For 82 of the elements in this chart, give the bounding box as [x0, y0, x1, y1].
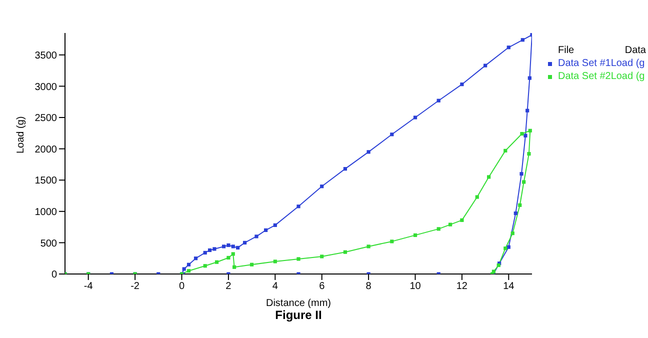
point: [528, 128, 532, 132]
point: [460, 82, 464, 86]
point: [504, 148, 508, 152]
y-tick-label: 1500: [34, 176, 58, 187]
point: [460, 218, 464, 222]
point: [366, 150, 370, 154]
point: [518, 203, 522, 207]
y-tick-label: 0: [51, 270, 58, 281]
text: File Data: [558, 45, 646, 56]
point: [520, 38, 524, 42]
y-tick-label: 3000: [34, 82, 58, 93]
point: [194, 256, 198, 260]
y-tick-label: 2000: [34, 144, 58, 156]
point: [212, 247, 216, 251]
x-axis-title: Distance (mm): [266, 298, 332, 309]
x-tick-label: 8: [366, 281, 372, 292]
point: [250, 262, 254, 266]
point: [222, 244, 226, 248]
point: [343, 250, 347, 254]
point: [522, 180, 526, 184]
point: [273, 223, 277, 227]
point: [436, 227, 440, 231]
legend-label: Data Set #1Load (g: [558, 57, 645, 70]
point: [320, 254, 324, 258]
x-tick-label: 14: [503, 281, 515, 292]
point: [226, 256, 230, 260]
point: [203, 264, 207, 268]
y-axis-title: Load (g): [16, 116, 27, 154]
point: [343, 167, 347, 171]
y-tick-label: 2500: [34, 113, 58, 124]
text: Figure II: [274, 308, 323, 322]
point: [273, 260, 277, 264]
point: [506, 245, 510, 249]
point: [231, 244, 235, 248]
y-tick-label: 500: [40, 238, 58, 250]
point: [475, 195, 479, 199]
y-tick-label: 1000: [34, 206, 58, 218]
point: [232, 265, 236, 269]
point: [296, 257, 300, 261]
point: [231, 252, 235, 256]
point: [413, 116, 418, 120]
point: [226, 243, 230, 248]
x-tick-label: -2: [130, 281, 140, 292]
point: [320, 184, 324, 188]
x-tick-label: 12: [456, 281, 468, 292]
point: [487, 175, 491, 179]
point: [528, 76, 532, 80]
point: [182, 267, 186, 271]
point: [506, 46, 510, 50]
point: [203, 250, 207, 255]
legend-label: Data Set #2Load (g: [558, 70, 645, 83]
point: [208, 248, 212, 252]
y-tick-label: 3500: [34, 50, 58, 62]
x-tick-label: 4: [272, 281, 278, 292]
x-tick-label: 6: [319, 281, 326, 292]
point: [436, 98, 440, 102]
point: [514, 211, 518, 216]
point: [186, 262, 191, 266]
point: [527, 152, 531, 156]
point: [390, 240, 394, 244]
point: [526, 108, 530, 112]
x-tick-label: 2: [226, 281, 232, 292]
point: [366, 244, 370, 248]
point: [214, 260, 219, 264]
point: [510, 232, 514, 236]
x-tick-label: -4: [84, 281, 94, 292]
point: [524, 134, 528, 138]
x-tick-label: 0: [178, 281, 185, 292]
point: [242, 240, 247, 244]
point: [448, 222, 452, 226]
point: [520, 172, 524, 176]
point: [236, 246, 240, 250]
point: [484, 64, 488, 68]
point: [520, 132, 524, 136]
point: [504, 246, 508, 250]
point: [413, 233, 418, 237]
x-tick-label: 10: [410, 281, 422, 292]
point: [296, 204, 300, 208]
point: [254, 234, 258, 238]
point: [186, 269, 191, 273]
point: [264, 228, 268, 232]
point: [390, 132, 394, 136]
